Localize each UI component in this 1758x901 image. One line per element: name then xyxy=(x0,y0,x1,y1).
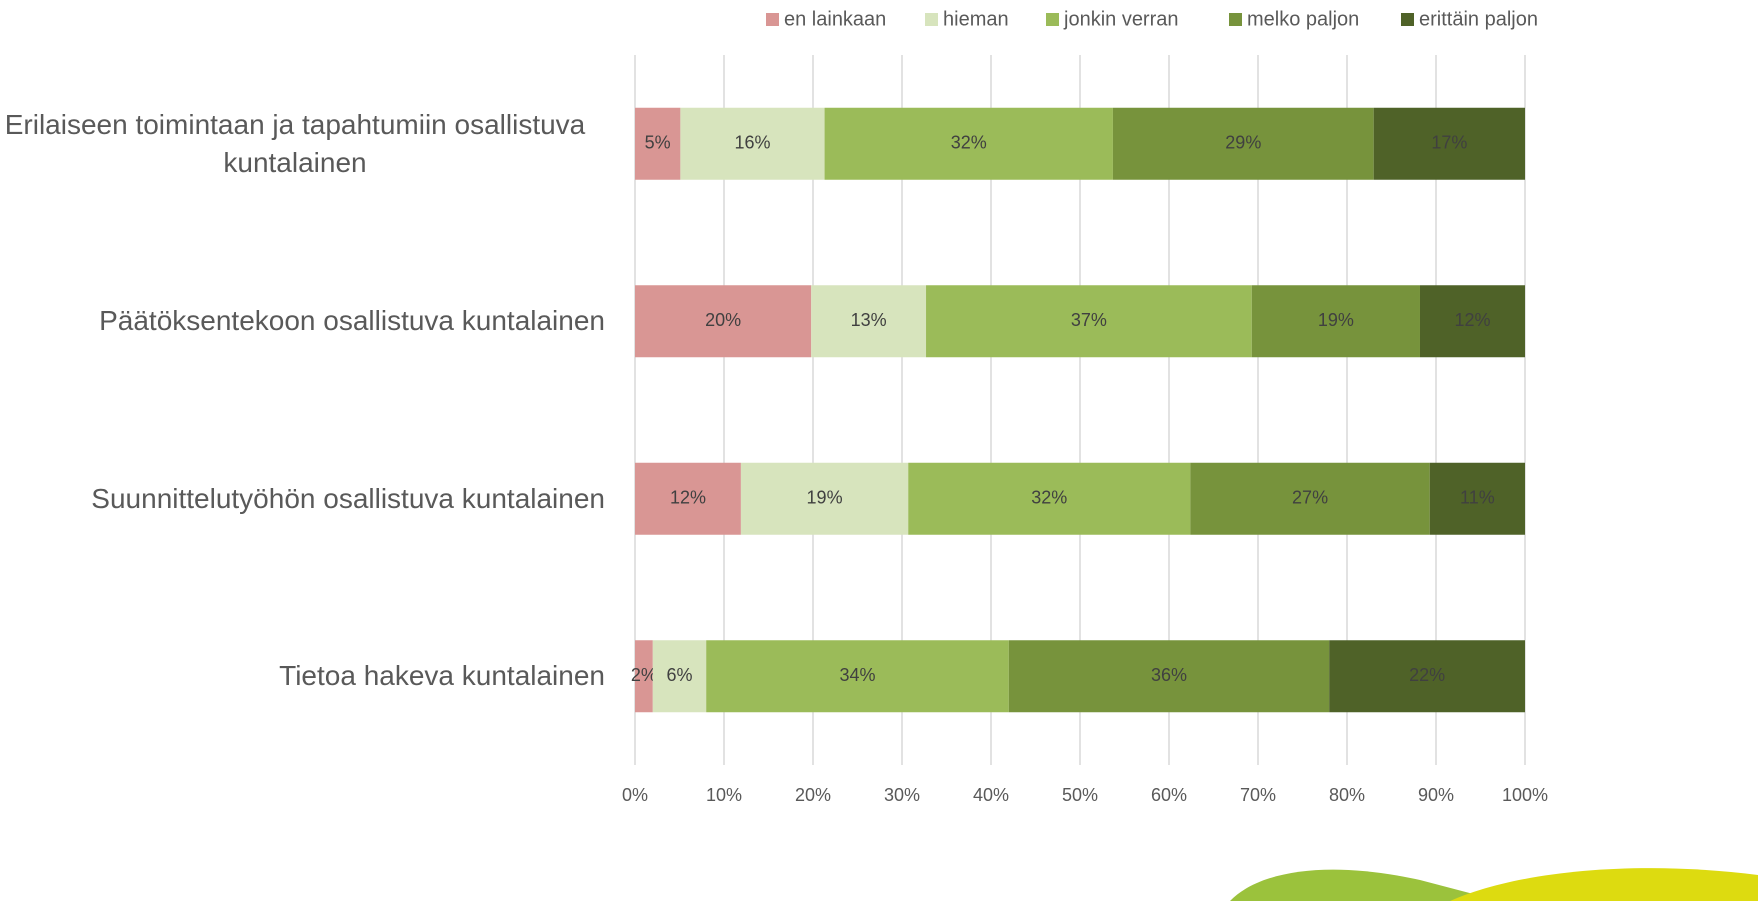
bar-segment xyxy=(824,107,1113,180)
x-tick-label: 80% xyxy=(1329,785,1365,805)
legend-swatch xyxy=(766,13,779,26)
bar-segment xyxy=(680,107,825,180)
data-label: 19% xyxy=(807,488,843,508)
legend-label: en lainkaan xyxy=(784,8,886,30)
bar-segment xyxy=(1329,640,1525,713)
data-label: 27% xyxy=(1292,488,1328,508)
x-tick-label: 100% xyxy=(1502,785,1548,805)
category-label: Suunnittelutyöhön osallistuva kuntalaine… xyxy=(91,482,605,514)
x-tick-label: 0% xyxy=(622,785,648,805)
bar-segment xyxy=(635,107,681,180)
data-label: 2% xyxy=(631,665,657,685)
data-label: 20% xyxy=(705,310,741,330)
x-tick-label: 70% xyxy=(1240,785,1276,805)
x-tick-label: 40% xyxy=(973,785,1009,805)
legend-swatch xyxy=(1401,13,1414,26)
bar-segment xyxy=(908,462,1191,535)
bar-segment xyxy=(1373,107,1525,180)
category-label-box: Tietoa hakeva kuntalainen xyxy=(0,657,605,695)
x-tick-label: 30% xyxy=(884,785,920,805)
category-label: Päätöksentekoon osallistuva kuntalainen xyxy=(99,305,605,337)
data-label: 37% xyxy=(1071,310,1107,330)
data-label: 29% xyxy=(1225,133,1261,153)
bar-segment xyxy=(740,462,909,535)
x-tick-label: 50% xyxy=(1062,785,1098,805)
bar-segment xyxy=(1429,462,1525,535)
x-tick-label: 10% xyxy=(706,785,742,805)
bar-segment xyxy=(811,285,927,358)
legend-label: erittäin paljon xyxy=(1419,8,1538,30)
bar-segment xyxy=(1112,107,1374,180)
legend-swatch xyxy=(1046,13,1059,26)
bar-segment xyxy=(635,640,653,713)
bar-segment xyxy=(1251,285,1420,358)
data-label: 12% xyxy=(670,488,706,508)
data-label: 12% xyxy=(1454,310,1490,330)
data-label: 32% xyxy=(1031,488,1067,508)
x-tick-label: 20% xyxy=(795,785,831,805)
x-tick-label: 60% xyxy=(1151,785,1187,805)
category-label-box: Päätöksentekoon osallistuva kuntalainen xyxy=(0,302,605,340)
legend-label: jonkin verran xyxy=(1063,8,1179,30)
category-label: Tietoa hakeva kuntalainen xyxy=(279,660,605,692)
data-label: 6% xyxy=(666,665,692,685)
bar-segment xyxy=(1008,640,1330,713)
category-label-box: Erilaiseen toimintaan ja tapahtumiin osa… xyxy=(0,106,605,182)
data-label: 36% xyxy=(1151,665,1187,685)
data-label: 5% xyxy=(645,133,671,153)
bar-segment xyxy=(1190,462,1430,535)
legend-label: melko paljon xyxy=(1247,8,1359,30)
legend-swatch xyxy=(1229,13,1242,26)
bar-segment xyxy=(1419,285,1525,358)
decoration xyxy=(1450,868,1758,901)
x-tick-label: 90% xyxy=(1418,785,1454,805)
data-label: 19% xyxy=(1318,310,1354,330)
data-label: 16% xyxy=(734,133,770,153)
data-label: 22% xyxy=(1409,665,1445,685)
bar-segment xyxy=(635,285,812,358)
bar-segment xyxy=(706,640,1009,713)
data-label: 13% xyxy=(851,310,887,330)
category-label-box: Suunnittelutyöhön osallistuva kuntalaine… xyxy=(0,480,605,518)
bar-segment xyxy=(652,640,707,713)
category-label: Erilaiseen toimintaan ja tapahtumiin osa… xyxy=(4,108,586,178)
data-label: 17% xyxy=(1431,133,1467,153)
data-label: 32% xyxy=(951,133,987,153)
data-label: 11% xyxy=(1460,488,1495,508)
bar-segment xyxy=(635,462,741,535)
bar-segment xyxy=(926,285,1252,358)
data-label: 34% xyxy=(839,665,875,685)
legend-swatch xyxy=(925,13,938,26)
legend-label: hieman xyxy=(943,8,1009,30)
decoration xyxy=(1230,869,1500,901)
